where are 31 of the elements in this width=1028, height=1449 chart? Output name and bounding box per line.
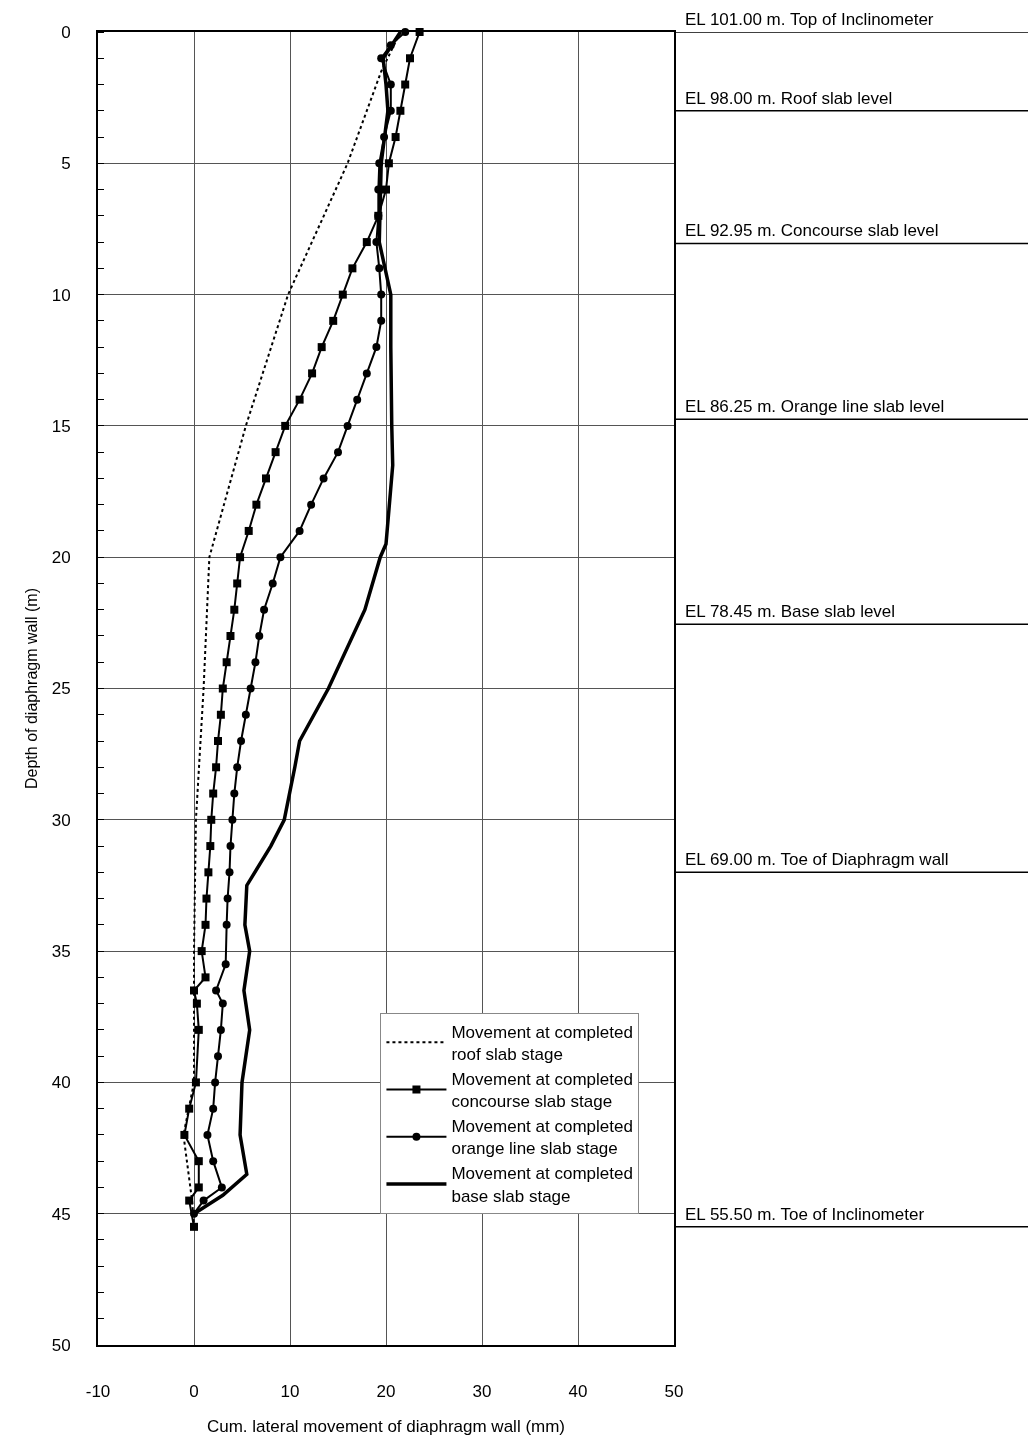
x-tick-label: 30	[472, 1382, 492, 1402]
ref-line-label: EL 86.25 m. Orange line slab level	[685, 397, 945, 416]
x-tick-label: 50	[664, 1382, 684, 1402]
x-tick-label: 20	[376, 1382, 396, 1402]
y-tick-label: 30	[51, 810, 71, 830]
y-tick-label: 35	[51, 942, 71, 962]
ref-line-label: EL 92.95 m. Concourse slab level	[685, 221, 939, 240]
ref-line-label: EL 55.50 m. Toe of Inclinometer	[685, 1205, 925, 1224]
y-tick-label: 20	[51, 548, 71, 568]
y-tick-label: 15	[51, 416, 71, 436]
x-tick-label: 0	[189, 1382, 199, 1402]
legend-label: Movement at completed orange line slab stage	[451, 1117, 633, 1159]
x-axis-title: Cum. lateral movement of diaphragm wall (mm)	[206, 1417, 566, 1437]
legend-label: Movement at completed roof slab stage	[451, 1022, 633, 1064]
ref-line-label: EL 69.00 m. Toe of Diaphragm wall	[685, 850, 949, 869]
y-tick-label: 5	[61, 154, 71, 174]
y-tick-label: 25	[51, 679, 71, 699]
y-axis-title: Depth of diaphragm wall (m)	[23, 588, 41, 789]
legend-label: Movement at completed base slab stage	[451, 1164, 633, 1206]
x-tick-label: -10	[85, 1382, 111, 1402]
x-tick-label: 10	[280, 1382, 300, 1402]
y-tick-label: 0	[61, 22, 71, 42]
ref-line-label: EL 98.00 m. Roof slab level	[685, 89, 893, 108]
y-tick-label: 40	[51, 1073, 71, 1093]
x-tick-label: 40	[568, 1382, 588, 1402]
ref-line-label: EL 101.00 m. Top of Inclinometer	[685, 10, 934, 29]
y-tick-label: 10	[51, 285, 71, 305]
legend-label: Movement at completed concourse slab stage	[451, 1070, 633, 1112]
y-tick-label: 45	[51, 1204, 71, 1224]
y-tick-label: 50	[51, 1335, 71, 1355]
ref-line-label: EL 78.45 m. Base slab level	[685, 602, 896, 621]
